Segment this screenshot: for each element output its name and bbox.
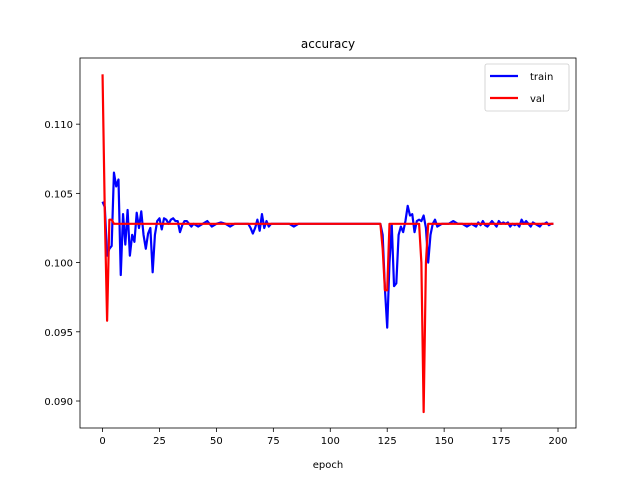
chart-title: accuracy	[301, 37, 355, 51]
axes-frame	[79, 57, 577, 429]
x-tick-label: 25	[153, 436, 166, 447]
y-tick-label: 0.110	[44, 120, 73, 131]
y-tick-label: 0.095	[44, 328, 73, 339]
y-tick-label: 0.100	[44, 259, 73, 270]
legend-box	[484, 63, 570, 112]
y-tick-label: 0.090	[44, 397, 73, 408]
x-tick-label: 175	[492, 436, 511, 447]
series-line-val	[101, 74, 554, 414]
x-tick-label: 100	[321, 436, 340, 447]
x-tick-label: 150	[435, 436, 454, 447]
y-axis-ticks: 0.090 0.095 0.100 0.105 0.110	[44, 120, 80, 408]
x-tick-label: 125	[378, 436, 397, 447]
x-tick-label: 75	[267, 436, 280, 447]
legend-label-train: train	[530, 72, 553, 83]
x-tick-label: 0	[99, 436, 105, 447]
x-axis-label: epoch	[313, 460, 343, 471]
x-tick-label: 50	[210, 436, 223, 447]
x-tick-label: 200	[548, 436, 567, 447]
legend-label-val: val	[530, 94, 545, 105]
y-tick-label: 0.105	[44, 189, 73, 200]
x-axis-ticks: 0 25 50 75 100 125 150 175 200	[99, 428, 568, 447]
plot-area	[101, 74, 554, 414]
legend: train val	[484, 63, 570, 112]
